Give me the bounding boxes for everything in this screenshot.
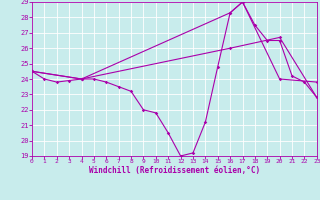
X-axis label: Windchill (Refroidissement éolien,°C): Windchill (Refroidissement éolien,°C) <box>89 166 260 175</box>
